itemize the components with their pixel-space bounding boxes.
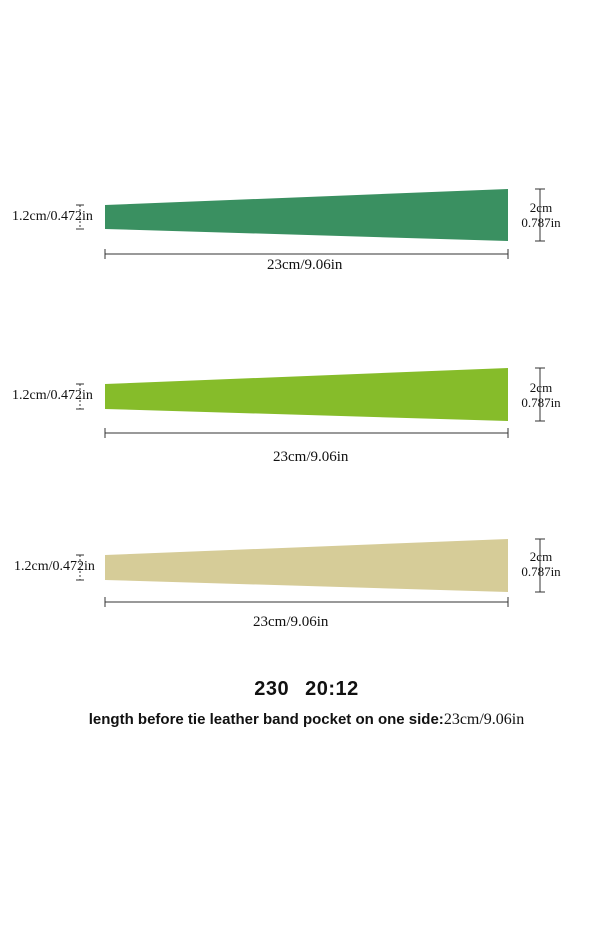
- band-3-narrow-end-label: 1.2cm/0.472in: [14, 559, 95, 574]
- caption: length before tie leather band pocket on…: [0, 711, 613, 729]
- band-1-wide-cm: 2cm: [529, 200, 553, 215]
- band-3-wide-end-label: 2cm 0.787in: [514, 549, 568, 579]
- band-3-length-label: 23cm/9.06in: [253, 614, 329, 630]
- band-1-wide-end-label: 2cm 0.787in: [514, 200, 568, 230]
- size-code-part-2: 20:12: [305, 678, 359, 700]
- band-3-shape: [105, 539, 508, 592]
- band-2-wide-end-label: 2cm 0.787in: [514, 380, 568, 410]
- band-1-length-label: 23cm/9.06in: [267, 257, 343, 273]
- band-1-shape: [105, 189, 508, 241]
- band-3-wide-cm: 2cm: [529, 549, 553, 564]
- band-2-shape: [105, 368, 508, 421]
- size-code: 230 20:12: [0, 678, 613, 701]
- band-2-length-label: 23cm/9.06in: [273, 449, 349, 465]
- band-2-narrow-end-label: 1.2cm/0.472in: [12, 388, 93, 403]
- band-2-wide-cm: 2cm: [529, 380, 553, 395]
- caption-bold-text: length before tie leather band pocket on…: [88, 711, 444, 728]
- band-2: [76, 367, 545, 438]
- band-1-wide-in: 0.787in: [521, 215, 561, 230]
- band-3: [76, 538, 545, 607]
- caption-measure-text: 23cm/9.06in: [443, 711, 525, 728]
- band-2-wide-in: 0.787in: [521, 395, 561, 410]
- band-1-narrow-end-label: 1.2cm/0.472in: [12, 209, 93, 224]
- band-1: [76, 188, 545, 259]
- size-code-part-1: 230: [254, 678, 290, 700]
- band-3-wide-in: 0.787in: [521, 564, 561, 579]
